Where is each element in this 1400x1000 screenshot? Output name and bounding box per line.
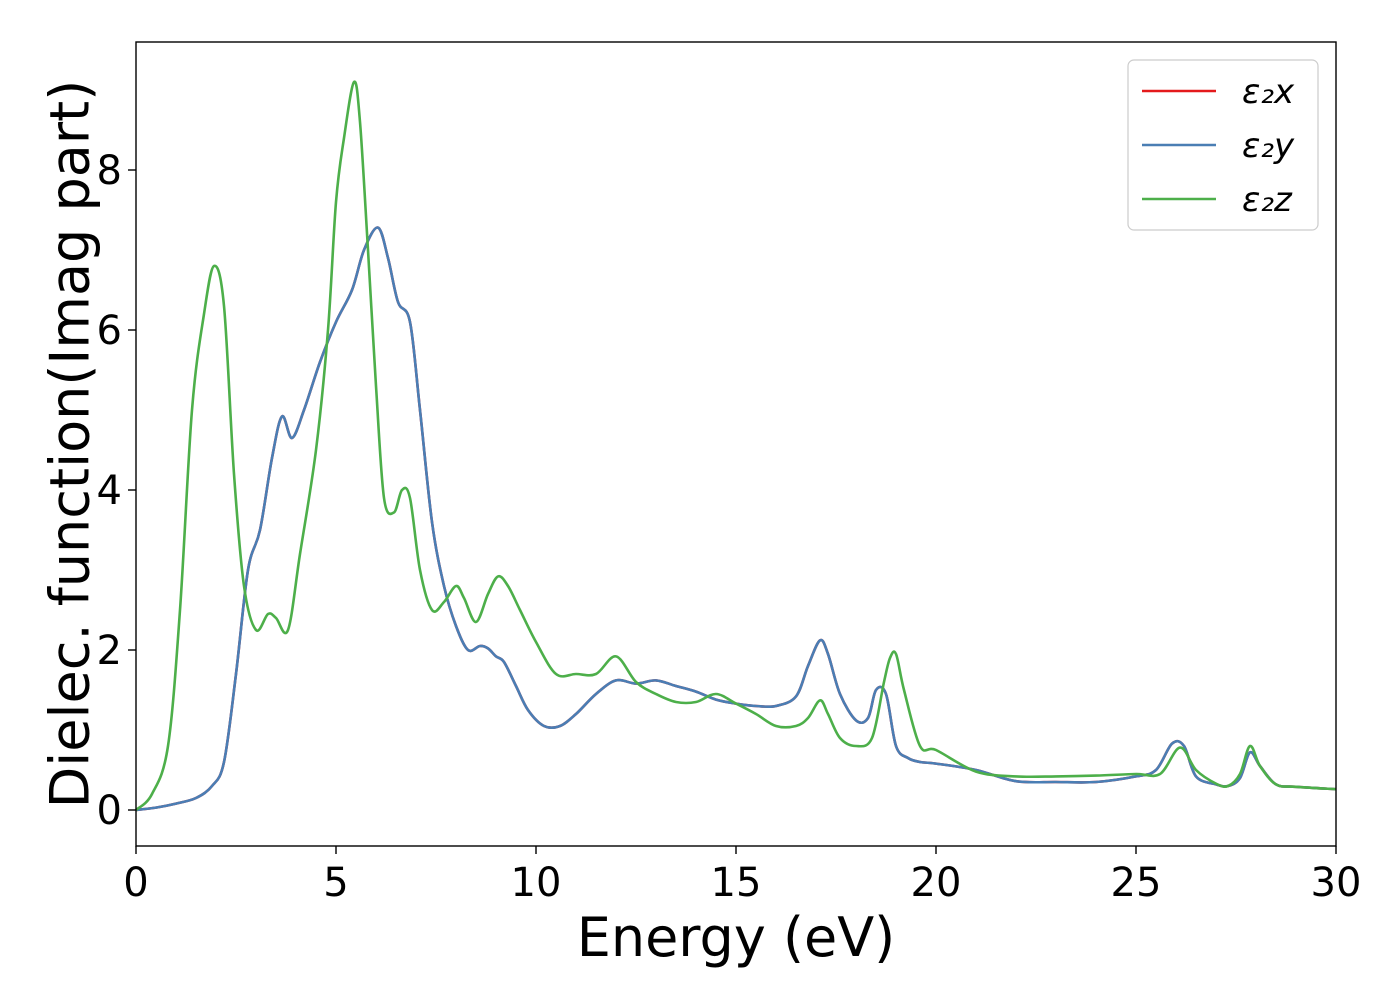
- legend-label: ε₂x: [1242, 72, 1295, 112]
- y-tick-label: 4: [97, 468, 122, 514]
- legend-items: ε₂x ε₂y ε₂z: [1142, 72, 1295, 220]
- series-line-2: [135, 226, 1337, 812]
- x-axis-label: Energy (eV): [577, 906, 896, 969]
- x-tick-label: 20: [911, 860, 962, 906]
- x-tick-label: 10: [511, 860, 562, 906]
- y-tick-label: 6: [97, 308, 122, 354]
- x-tick-label: 5: [323, 860, 348, 906]
- y-axis: 0 2 4 6 8: [97, 148, 136, 834]
- y-axis-label: Dielec. function(Imag part): [39, 80, 102, 809]
- x-tick-label: 30: [1311, 860, 1362, 906]
- legend-label: ε₂y: [1242, 126, 1295, 166]
- series-line-3: [135, 80, 1337, 811]
- legend-item-1: ε₂x: [1142, 72, 1295, 112]
- y-tick-label: 8: [97, 148, 122, 194]
- legend-item-3: ε₂z: [1142, 180, 1293, 220]
- legend-label: ε₂z: [1242, 180, 1293, 220]
- x-tick-label: 15: [711, 860, 762, 906]
- x-tick-label: 0: [123, 860, 148, 906]
- x-axis: 0 5 10 15 20 25 30: [123, 846, 1361, 906]
- y-tick-label: 2: [97, 628, 122, 674]
- y-tick-label: 0: [97, 788, 122, 834]
- legend-box: [1127, 59, 1319, 231]
- legend: ε₂x ε₂y ε₂z: [1127, 59, 1319, 231]
- x-tick-label: 25: [1111, 860, 1162, 906]
- legend-item-2: ε₂y: [1142, 126, 1295, 166]
- series-layer: [135, 80, 1337, 812]
